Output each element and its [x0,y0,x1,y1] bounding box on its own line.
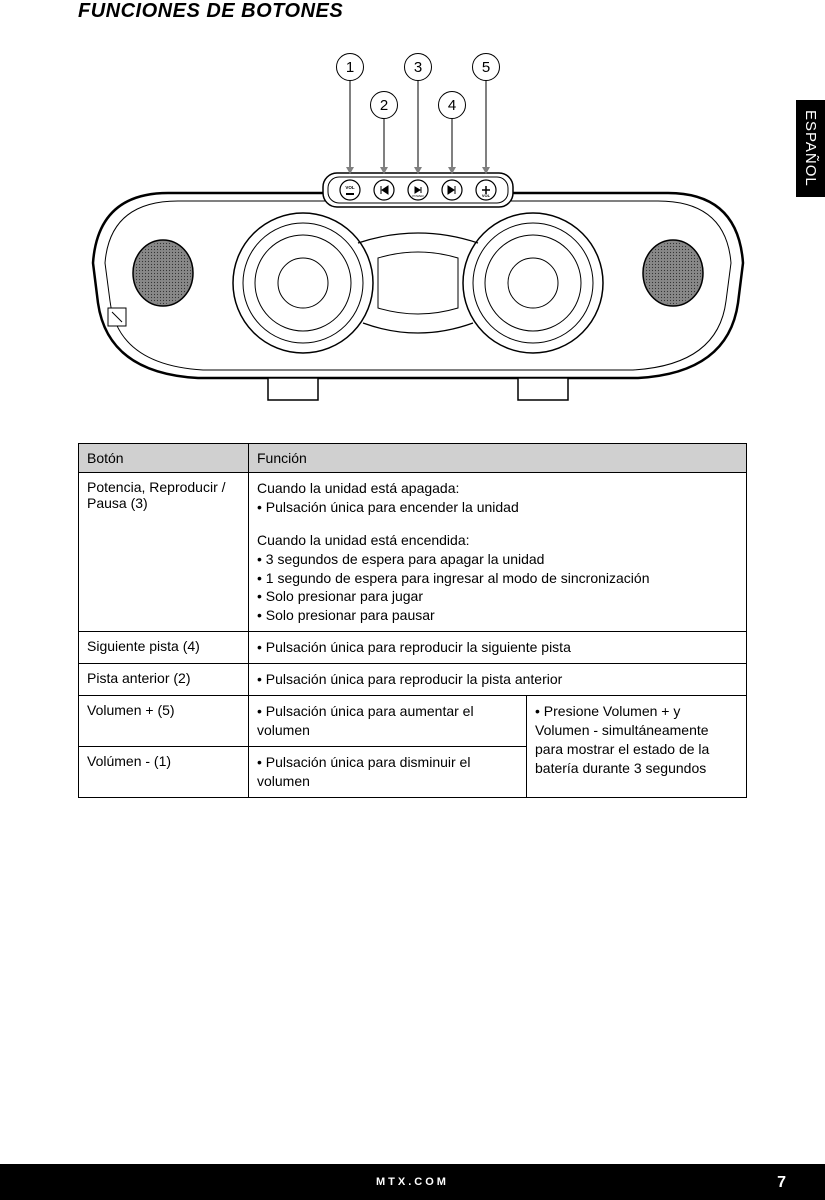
button-next [442,180,462,200]
table-row: Siguiente pista (4) • Pulsación única pa… [79,632,747,664]
page-number: 7 [777,1174,789,1192]
table-row: Potencia, Reproducir / Pausa (3) Cuando … [79,473,747,632]
arrow-icon [414,167,422,174]
cell-button: Potencia, Reproducir / Pausa (3) [79,473,249,632]
cell-function: • Pulsación única para reproducir la pis… [249,664,747,696]
callout-line [383,119,385,169]
callout-line [485,81,487,169]
button-function-table: Botón Función Potencia, Reproducir / Pau… [78,443,747,798]
callout-line [417,81,419,169]
device-diagram: 1 3 5 2 4 [78,53,747,413]
header-function: Función [249,444,747,473]
arrow-icon [346,167,354,174]
arrow-icon [448,167,456,174]
callout-5: 5 [472,53,500,81]
button-vol-down: VOL [340,180,360,200]
cell-button: Volúmen - (1) [79,746,249,797]
cell-function: • Pulsación única para reproducir la sig… [249,632,747,664]
table-row: Pista anterior (2) • Pulsación única par… [79,664,747,696]
svg-text:VOL: VOL [482,193,491,198]
footer-site: MTX.COM [376,1176,449,1188]
page-title: FUNCIONES DE BOTONES [78,0,747,23]
cell-button: Volumen + (5) [79,696,249,747]
cell-function: • Pulsación única para disminuir el volu… [249,746,527,797]
button-prev [374,180,394,200]
button-power-play: POWER [408,180,428,200]
table-header-row: Botón Función [79,444,747,473]
cell-button: Pista anterior (2) [79,664,249,696]
button-vol-up: VOL [476,180,496,200]
callout-area: 1 3 5 2 4 [78,53,747,143]
arrow-icon [482,167,490,174]
callout-line [349,81,351,169]
cell-function: • Pulsación única para aumentar el volum… [249,696,527,747]
cell-combo-note: • Presione Volumen + y Volumen - simultá… [527,696,747,798]
cell-function: Cuando la unidad está apagada: • Pulsaci… [249,473,747,632]
callout-4: 4 [438,91,466,119]
arrow-icon [380,167,388,174]
speaker-illustration: VOL POWER VOL [78,143,758,413]
callout-line [451,119,453,169]
page-footer: MTX.COM 7 [0,1164,825,1200]
callout-2: 2 [370,91,398,119]
table-row: Volumen + (5) • Pulsación única para aum… [79,696,747,747]
callout-1: 1 [336,53,364,81]
header-button: Botón [79,444,249,473]
svg-text:POWER: POWER [412,194,424,198]
callout-3: 3 [404,53,432,81]
svg-text:VOL: VOL [345,185,355,190]
cell-button: Siguiente pista (4) [79,632,249,664]
language-tab: ESPAÑOL [796,100,825,197]
